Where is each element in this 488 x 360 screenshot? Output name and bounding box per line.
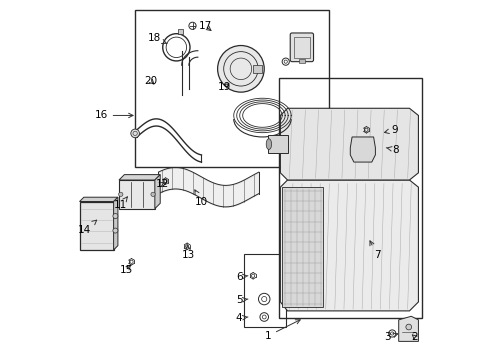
Bar	[278, 78, 421, 318]
Text: 5: 5	[235, 295, 247, 305]
Circle shape	[151, 192, 155, 197]
FancyBboxPatch shape	[290, 33, 313, 62]
Text: 3: 3	[384, 332, 397, 342]
Bar	[119, 180, 155, 209]
Text: 1: 1	[264, 320, 300, 341]
Text: 20: 20	[144, 76, 158, 86]
Text: 18: 18	[148, 33, 166, 44]
Text: 16: 16	[94, 111, 133, 121]
Circle shape	[405, 324, 411, 330]
Bar	[282, 187, 323, 307]
Bar	[253, 64, 262, 73]
Text: 12: 12	[155, 179, 168, 189]
Text: 19: 19	[218, 82, 231, 92]
Circle shape	[217, 45, 264, 92]
Circle shape	[131, 129, 139, 138]
Text: 13: 13	[182, 245, 195, 260]
Polygon shape	[80, 197, 118, 202]
Text: 11: 11	[114, 197, 127, 210]
Circle shape	[119, 192, 122, 197]
Text: 14: 14	[78, 220, 97, 235]
Bar	[298, 59, 304, 63]
Bar	[80, 202, 113, 250]
Polygon shape	[349, 137, 375, 162]
Polygon shape	[280, 180, 418, 311]
Bar	[293, 37, 309, 58]
Bar	[177, 30, 183, 34]
Bar	[267, 135, 287, 153]
Text: 7: 7	[369, 241, 380, 260]
Polygon shape	[280, 108, 418, 180]
Text: 8: 8	[386, 144, 398, 154]
Text: 9: 9	[384, 125, 398, 135]
Polygon shape	[155, 175, 160, 209]
Text: 10: 10	[194, 190, 207, 207]
Bar	[244, 253, 285, 327]
Text: 2: 2	[411, 332, 417, 342]
Polygon shape	[119, 175, 160, 180]
Circle shape	[113, 228, 118, 233]
Text: 17: 17	[198, 21, 211, 31]
Text: 6: 6	[235, 272, 247, 282]
Polygon shape	[113, 197, 118, 250]
Polygon shape	[398, 316, 418, 341]
Ellipse shape	[265, 139, 271, 149]
Bar	[135, 10, 328, 167]
Text: 4: 4	[235, 313, 247, 323]
Circle shape	[113, 213, 118, 219]
Text: 15: 15	[119, 265, 133, 275]
